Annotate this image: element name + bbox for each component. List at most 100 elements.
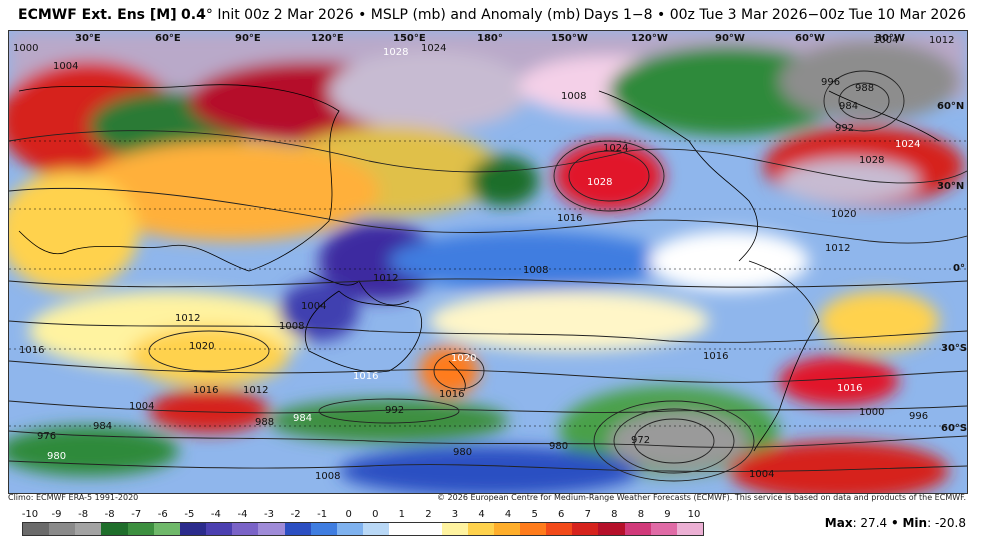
isobar-label: 984: [293, 413, 312, 424]
field-name: MSLP (mb) and Anomaly (mb): [370, 7, 581, 23]
isobar-label: 976: [37, 431, 56, 442]
isobar-label: 1000: [859, 407, 884, 418]
isobar-label: 1020: [451, 353, 476, 364]
colorbar-tick-label: -5: [184, 509, 195, 520]
colorbar-swatch: [127, 523, 154, 535]
lon-label: 120°E: [311, 33, 344, 44]
lon-label: 90°W: [715, 33, 745, 44]
isobar-label: 1008: [561, 91, 586, 102]
isobar-label: 1028: [587, 177, 612, 188]
colorbar-swatch: [572, 523, 599, 535]
colorbar-swatch: [363, 523, 390, 535]
isobar-label: 1016: [19, 345, 44, 356]
colorbar-swatch: [415, 523, 442, 535]
colorbar-tick-label: -8: [78, 509, 89, 520]
colorbar-tick-label: -9: [51, 509, 62, 520]
colorbar-swatch: [676, 523, 704, 535]
isobar-label: 996: [909, 411, 928, 422]
latitude-labels: 60°N 30°N 0° 30°S 60°S: [937, 101, 967, 434]
coastlines: [18, 84, 940, 452]
colorbar-tick-label: -4: [210, 509, 221, 520]
colorbar-tick-label: -3: [264, 509, 275, 520]
colorbar-swatch: [179, 523, 207, 535]
colorbar-swatch: [23, 523, 50, 535]
colorbar-swatch: [75, 523, 102, 535]
isobar-label: 980: [47, 451, 66, 462]
isobar-label: 1024: [421, 43, 446, 54]
isobar-label: 1012: [825, 243, 850, 254]
isobar-label: 1004: [301, 301, 326, 312]
max-label: Max: [824, 516, 853, 530]
isobar-label: 1016: [193, 385, 218, 396]
colorbar-tick-label: -8: [104, 509, 115, 520]
colorbar-tick-label: -7: [131, 509, 142, 520]
isobar-label: 992: [385, 405, 404, 416]
isobar-label: 1008: [315, 471, 340, 482]
lon-label: 180°: [477, 33, 503, 44]
lat-label: 60°S: [941, 423, 967, 434]
longitude-labels: 30°E 60°E 90°E 120°E 150°E 180° 150°W 12…: [75, 33, 905, 44]
colorbar-swatch: [598, 523, 625, 535]
isobar-label: 1008: [523, 265, 548, 276]
colorbar-tick-label: -4: [237, 509, 248, 520]
degree-sign: °: [205, 7, 213, 23]
isobar-label: 1004: [129, 401, 154, 412]
max-value: 27.4: [860, 516, 888, 530]
lon-label: 30°E: [75, 33, 101, 44]
colorbar-swatch: [310, 523, 337, 535]
colorbar-swatch: [284, 523, 311, 535]
climo-credit: Climo: ECMWF ERA-5 1991-2020: [8, 493, 139, 502]
map-panel: 30°E 60°E 90°E 120°E 150°E 180° 150°W 12…: [8, 30, 968, 494]
isobar-label: 972: [631, 435, 650, 446]
isobar-label: 992: [835, 123, 854, 134]
lon-label: 150°W: [551, 33, 588, 44]
colorbar-tick-label: 8: [637, 509, 645, 520]
isobar-label: 1004: [749, 469, 774, 480]
model-resolution: 0.4: [181, 7, 206, 23]
isobar-label: 984: [93, 421, 112, 432]
title-bullet: •: [358, 7, 367, 23]
lat-label: 60°N: [937, 101, 964, 112]
colorbar-tick-labels: -10 -9 -8 -8 -7 -6 -5 -4 -4 -3 -2 -1 0 0 1 2 3 4 4 5 6 7 8 8 9 10: [22, 509, 702, 521]
isobar-lines: [9, 70, 967, 482]
colorbar-swatch: [232, 523, 259, 535]
isobar-label: 1012: [373, 273, 398, 284]
colorbar-swatch: [101, 523, 128, 535]
lat-label: 30°N: [937, 181, 964, 192]
isobar-label: 1028: [383, 47, 408, 58]
isobar-label: 996: [821, 77, 840, 88]
colorbar-swatch: [258, 523, 285, 535]
maxmin-sep: •: [890, 516, 899, 530]
title-bar: ECMWF Ext. Ens [M] 0.4° Init 00z 2 Mar 2…: [0, 0, 984, 30]
isobar-label: 1004: [873, 35, 898, 46]
colorbar-tick-label: -1: [317, 509, 328, 520]
isobar-label: 1016: [557, 213, 582, 224]
colorbar-swatch: [153, 523, 180, 535]
isobar-label: 980: [453, 447, 472, 458]
chart-title: ECMWF Ext. Ens [M] 0.4° Init 00z 2 Mar 2…: [18, 7, 580, 23]
init-time: Init 00z 2 Mar 2026: [217, 7, 354, 23]
max-min-readout: Max: 27.4 • Min: -20.8: [824, 516, 966, 530]
isobar-label: 1004: [53, 61, 78, 72]
colorbar-tick-label: -2: [290, 509, 301, 520]
colorbar-tick-label: 6: [558, 509, 565, 520]
isobar-label: 988: [855, 83, 874, 94]
colorbar-tick-label: 10: [687, 509, 701, 520]
colorbar-swatch: [493, 523, 520, 535]
colorbar-tick-label: 2: [425, 509, 432, 520]
isobar-label: 1024: [895, 139, 920, 150]
colorbar-tick-label: 5: [531, 509, 538, 520]
colorbar-swatch: [650, 523, 677, 535]
isobar-label: 1000: [13, 43, 38, 54]
isobar-label: 1012: [175, 313, 200, 324]
lat-label: 30°S: [941, 343, 967, 354]
lon-label: 30°W: [875, 33, 905, 44]
colorbar-tick-label: 9: [664, 509, 671, 520]
colorbar-swatch: [49, 523, 76, 535]
anomaly-map: 30°E 60°E 90°E 120°E 150°E 180° 150°W 12…: [9, 31, 967, 493]
isobar-label: 1028: [859, 155, 884, 166]
isobar-label: 984: [839, 101, 858, 112]
colorbar-tick-label: 4: [478, 509, 485, 520]
lon-label: 60°W: [795, 33, 825, 44]
colorbar-swatch: [389, 523, 416, 535]
